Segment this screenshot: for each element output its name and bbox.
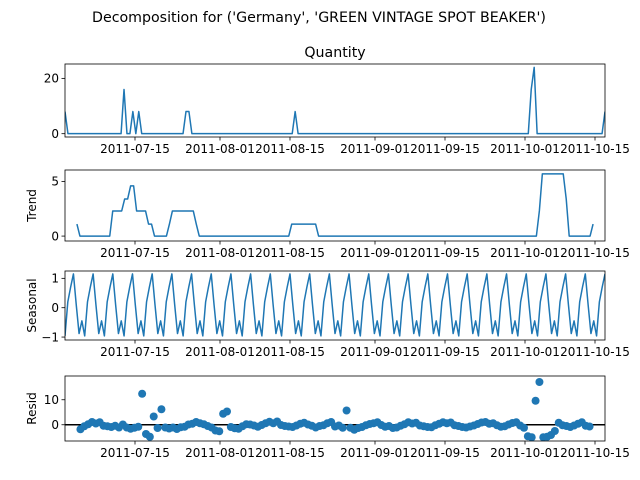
x-tick-label: 2011-07-15 [100,142,170,156]
y-tick-label: 10 [44,393,59,407]
x-tick-label: 2011-09-01 [340,446,410,460]
series-line [65,273,605,337]
y-tick-label: 20 [44,72,59,86]
resid-point [138,389,147,398]
plot-area [65,66,605,135]
y-axis-label: Resid [25,392,39,424]
subplot-2: Trend 0 5 2011-07-15 2011-08-01 2011-08-15 201… [25,169,630,260]
y-tick-label: 5 [51,175,59,189]
axes-frame [64,169,606,242]
x-tick-label: 2011-10-01 [490,446,560,460]
series-line [76,173,594,237]
x-tick-label: 2011-10-01 [490,142,560,156]
resid-point [535,378,544,386]
figure-suptitle: Decomposition for ('Germany', 'GREEN VIN… [92,10,546,26]
x-tick-label: 2011-09-15 [410,446,480,460]
resid-point [342,406,351,415]
subplot-4: Resid 0 10 2011-07-15 2011-08-01 2011-08-15 20… [25,375,630,460]
y-tick-label: 0 [51,418,59,432]
x-tick-label: 2011-09-15 [410,345,480,359]
y-axis-label: Trend [25,189,39,223]
y-tick-label: 1 [51,272,59,286]
resid-point [223,407,231,416]
plot-area [76,173,594,237]
x-tick-label: 2011-10-15 [560,446,630,460]
x-tick-label: 2011-10-15 [560,345,630,359]
x-tick-label: 2011-10-01 [490,246,560,260]
axes-frame [64,375,606,442]
x-tick-label: 2011-08-01 [185,142,255,156]
x-tick-label: 2011-09-15 [410,246,480,260]
series-line [65,66,605,135]
x-tick-label: 2011-08-01 [185,446,255,460]
resid-point [149,412,158,421]
subplot-1: Quantity 0 20 2011-07-15 2011-08-01 2011-08-1… [44,45,630,156]
x-tick-label: 2011-08-15 [255,246,325,260]
x-tick-label: 2011-07-15 [100,446,170,460]
x-tick-label: 2011-09-01 [340,345,410,359]
resid-point [153,424,162,432]
y-tick-label: −1 [41,330,59,344]
subplot-title: Quantity [304,45,365,61]
x-tick-label: 2011-09-01 [340,142,410,156]
resid-point [215,427,224,436]
y-axis-label: Seasonal [25,278,39,332]
resid-point [550,427,559,435]
resid-point [585,422,594,431]
x-tick-label: 2011-07-15 [100,345,170,359]
resid-point [531,396,540,405]
x-tick-label: 2011-10-01 [490,345,560,359]
resid-point [134,422,143,431]
resid-point [338,423,347,432]
y-tick-label: 0 [51,127,59,141]
x-tick-label: 2011-10-15 [560,246,630,260]
x-tick-label: 2011-08-15 [255,446,325,460]
x-tick-label: 2011-09-01 [340,246,410,260]
x-tick-label: 2011-08-15 [255,345,325,359]
resid-point [145,432,154,441]
x-tick-label: 2011-07-15 [100,246,170,260]
plot-area [65,273,605,337]
x-tick-label: 2011-10-15 [560,142,630,156]
x-tick-label: 2011-08-15 [255,142,325,156]
y-tick-label: 0 [51,301,59,315]
axes-frame [64,63,606,138]
resid-point [527,433,536,441]
axes-frame [64,270,606,341]
resid-point [157,405,166,414]
plot-area [65,378,605,441]
x-tick-label: 2011-08-01 [185,246,255,260]
resid-point [520,423,528,432]
x-tick-label: 2011-09-15 [410,142,480,156]
subplot-3: Seasonal−1 0 1 2011-07-15 2011-08-01 2011-08-… [25,270,630,359]
x-tick-label: 2011-08-01 [185,345,255,359]
y-tick-label: 0 [51,229,59,243]
